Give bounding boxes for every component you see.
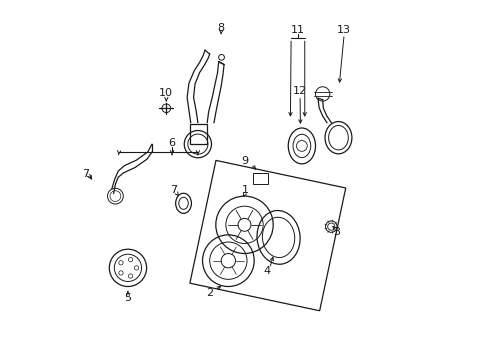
Text: 7: 7 [170,185,177,195]
Text: 5: 5 [124,293,131,303]
Text: 11: 11 [290,25,304,35]
Text: 1: 1 [241,185,248,195]
Text: 8: 8 [217,23,224,33]
Text: 6: 6 [168,139,175,148]
Text: 3: 3 [332,227,339,237]
Text: 7: 7 [82,168,89,179]
Text: 10: 10 [159,88,173,98]
Text: 4: 4 [263,266,270,276]
Text: 9: 9 [241,156,248,166]
Text: 12: 12 [292,86,306,96]
Bar [253,173,267,184]
Text: 13: 13 [337,25,350,35]
Text: 2: 2 [205,288,212,298]
Bar [190,125,207,144]
